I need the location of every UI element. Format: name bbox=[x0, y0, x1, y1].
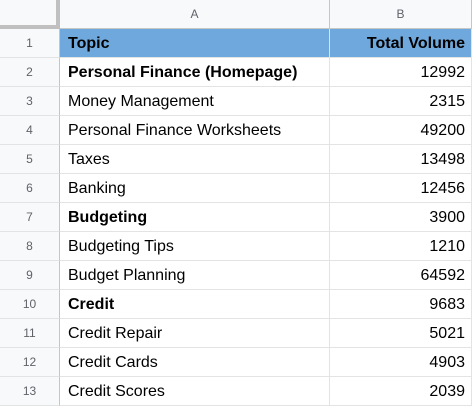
table-row: 1 Topic Total Volume bbox=[0, 29, 472, 58]
row-header[interactable]: 2 bbox=[0, 58, 60, 87]
volume-cell[interactable]: 64592 bbox=[330, 261, 472, 290]
table-row: 6 Banking 12456 bbox=[0, 174, 472, 203]
topic-cell[interactable]: Money Management bbox=[60, 87, 330, 116]
volume-cell[interactable]: 2039 bbox=[330, 377, 472, 406]
topic-cell[interactable]: Personal Finance (Homepage) bbox=[60, 58, 330, 87]
row-header[interactable]: 3 bbox=[0, 87, 60, 116]
table-row: 3 Money Management 2315 bbox=[0, 87, 472, 116]
topic-cell[interactable]: Credit Repair bbox=[60, 319, 330, 348]
row-header[interactable]: 13 bbox=[0, 377, 60, 406]
volume-cell[interactable]: 12992 bbox=[330, 58, 472, 87]
table-row: 8 Budgeting Tips 1210 bbox=[0, 232, 472, 261]
row-header[interactable]: 8 bbox=[0, 232, 60, 261]
table-row: 10 Credit 9683 bbox=[0, 290, 472, 319]
topic-cell[interactable]: Credit Scores bbox=[60, 377, 330, 406]
column-header-b[interactable]: B bbox=[330, 0, 472, 29]
table-row: 7 Budgeting 3900 bbox=[0, 203, 472, 232]
column-header-row: A B bbox=[0, 0, 472, 29]
volume-cell[interactable]: 4903 bbox=[330, 348, 472, 377]
row-header[interactable]: 4 bbox=[0, 116, 60, 145]
topic-cell[interactable]: Budgeting Tips bbox=[60, 232, 330, 261]
topic-cell[interactable]: Budget Planning bbox=[60, 261, 330, 290]
volume-cell[interactable]: 9683 bbox=[330, 290, 472, 319]
volume-header-cell[interactable]: Total Volume bbox=[330, 29, 472, 58]
select-all-corner[interactable] bbox=[0, 0, 60, 29]
topic-cell[interactable]: Taxes bbox=[60, 145, 330, 174]
row-header[interactable]: 6 bbox=[0, 174, 60, 203]
volume-cell[interactable]: 1210 bbox=[330, 232, 472, 261]
topic-header-cell[interactable]: Topic bbox=[60, 29, 330, 58]
topic-cell[interactable]: Banking bbox=[60, 174, 330, 203]
topic-cell[interactable]: Credit Cards bbox=[60, 348, 330, 377]
table-row: 11 Credit Repair 5021 bbox=[0, 319, 472, 348]
volume-cell[interactable]: 12456 bbox=[330, 174, 472, 203]
table-row: 13 Credit Scores 2039 bbox=[0, 377, 472, 406]
table-row: 9 Budget Planning 64592 bbox=[0, 261, 472, 290]
table-row: 5 Taxes 13498 bbox=[0, 145, 472, 174]
row-header[interactable]: 5 bbox=[0, 145, 60, 174]
table-row: 12 Credit Cards 4903 bbox=[0, 348, 472, 377]
table-row: 4 Personal Finance Worksheets 49200 bbox=[0, 116, 472, 145]
volume-cell[interactable]: 5021 bbox=[330, 319, 472, 348]
topic-cell[interactable]: Credit bbox=[60, 290, 330, 319]
topic-cell[interactable]: Budgeting bbox=[60, 203, 330, 232]
row-header[interactable]: 9 bbox=[0, 261, 60, 290]
volume-cell[interactable]: 2315 bbox=[330, 87, 472, 116]
row-header[interactable]: 1 bbox=[0, 29, 60, 58]
row-header[interactable]: 11 bbox=[0, 319, 60, 348]
topic-cell[interactable]: Personal Finance Worksheets bbox=[60, 116, 330, 145]
row-header[interactable]: 12 bbox=[0, 348, 60, 377]
row-header[interactable]: 7 bbox=[0, 203, 60, 232]
table-row: 2 Personal Finance (Homepage) 12992 bbox=[0, 58, 472, 87]
column-header-a[interactable]: A bbox=[60, 0, 330, 29]
row-header[interactable]: 10 bbox=[0, 290, 60, 319]
volume-cell[interactable]: 3900 bbox=[330, 203, 472, 232]
volume-cell[interactable]: 49200 bbox=[330, 116, 472, 145]
volume-cell[interactable]: 13498 bbox=[330, 145, 472, 174]
